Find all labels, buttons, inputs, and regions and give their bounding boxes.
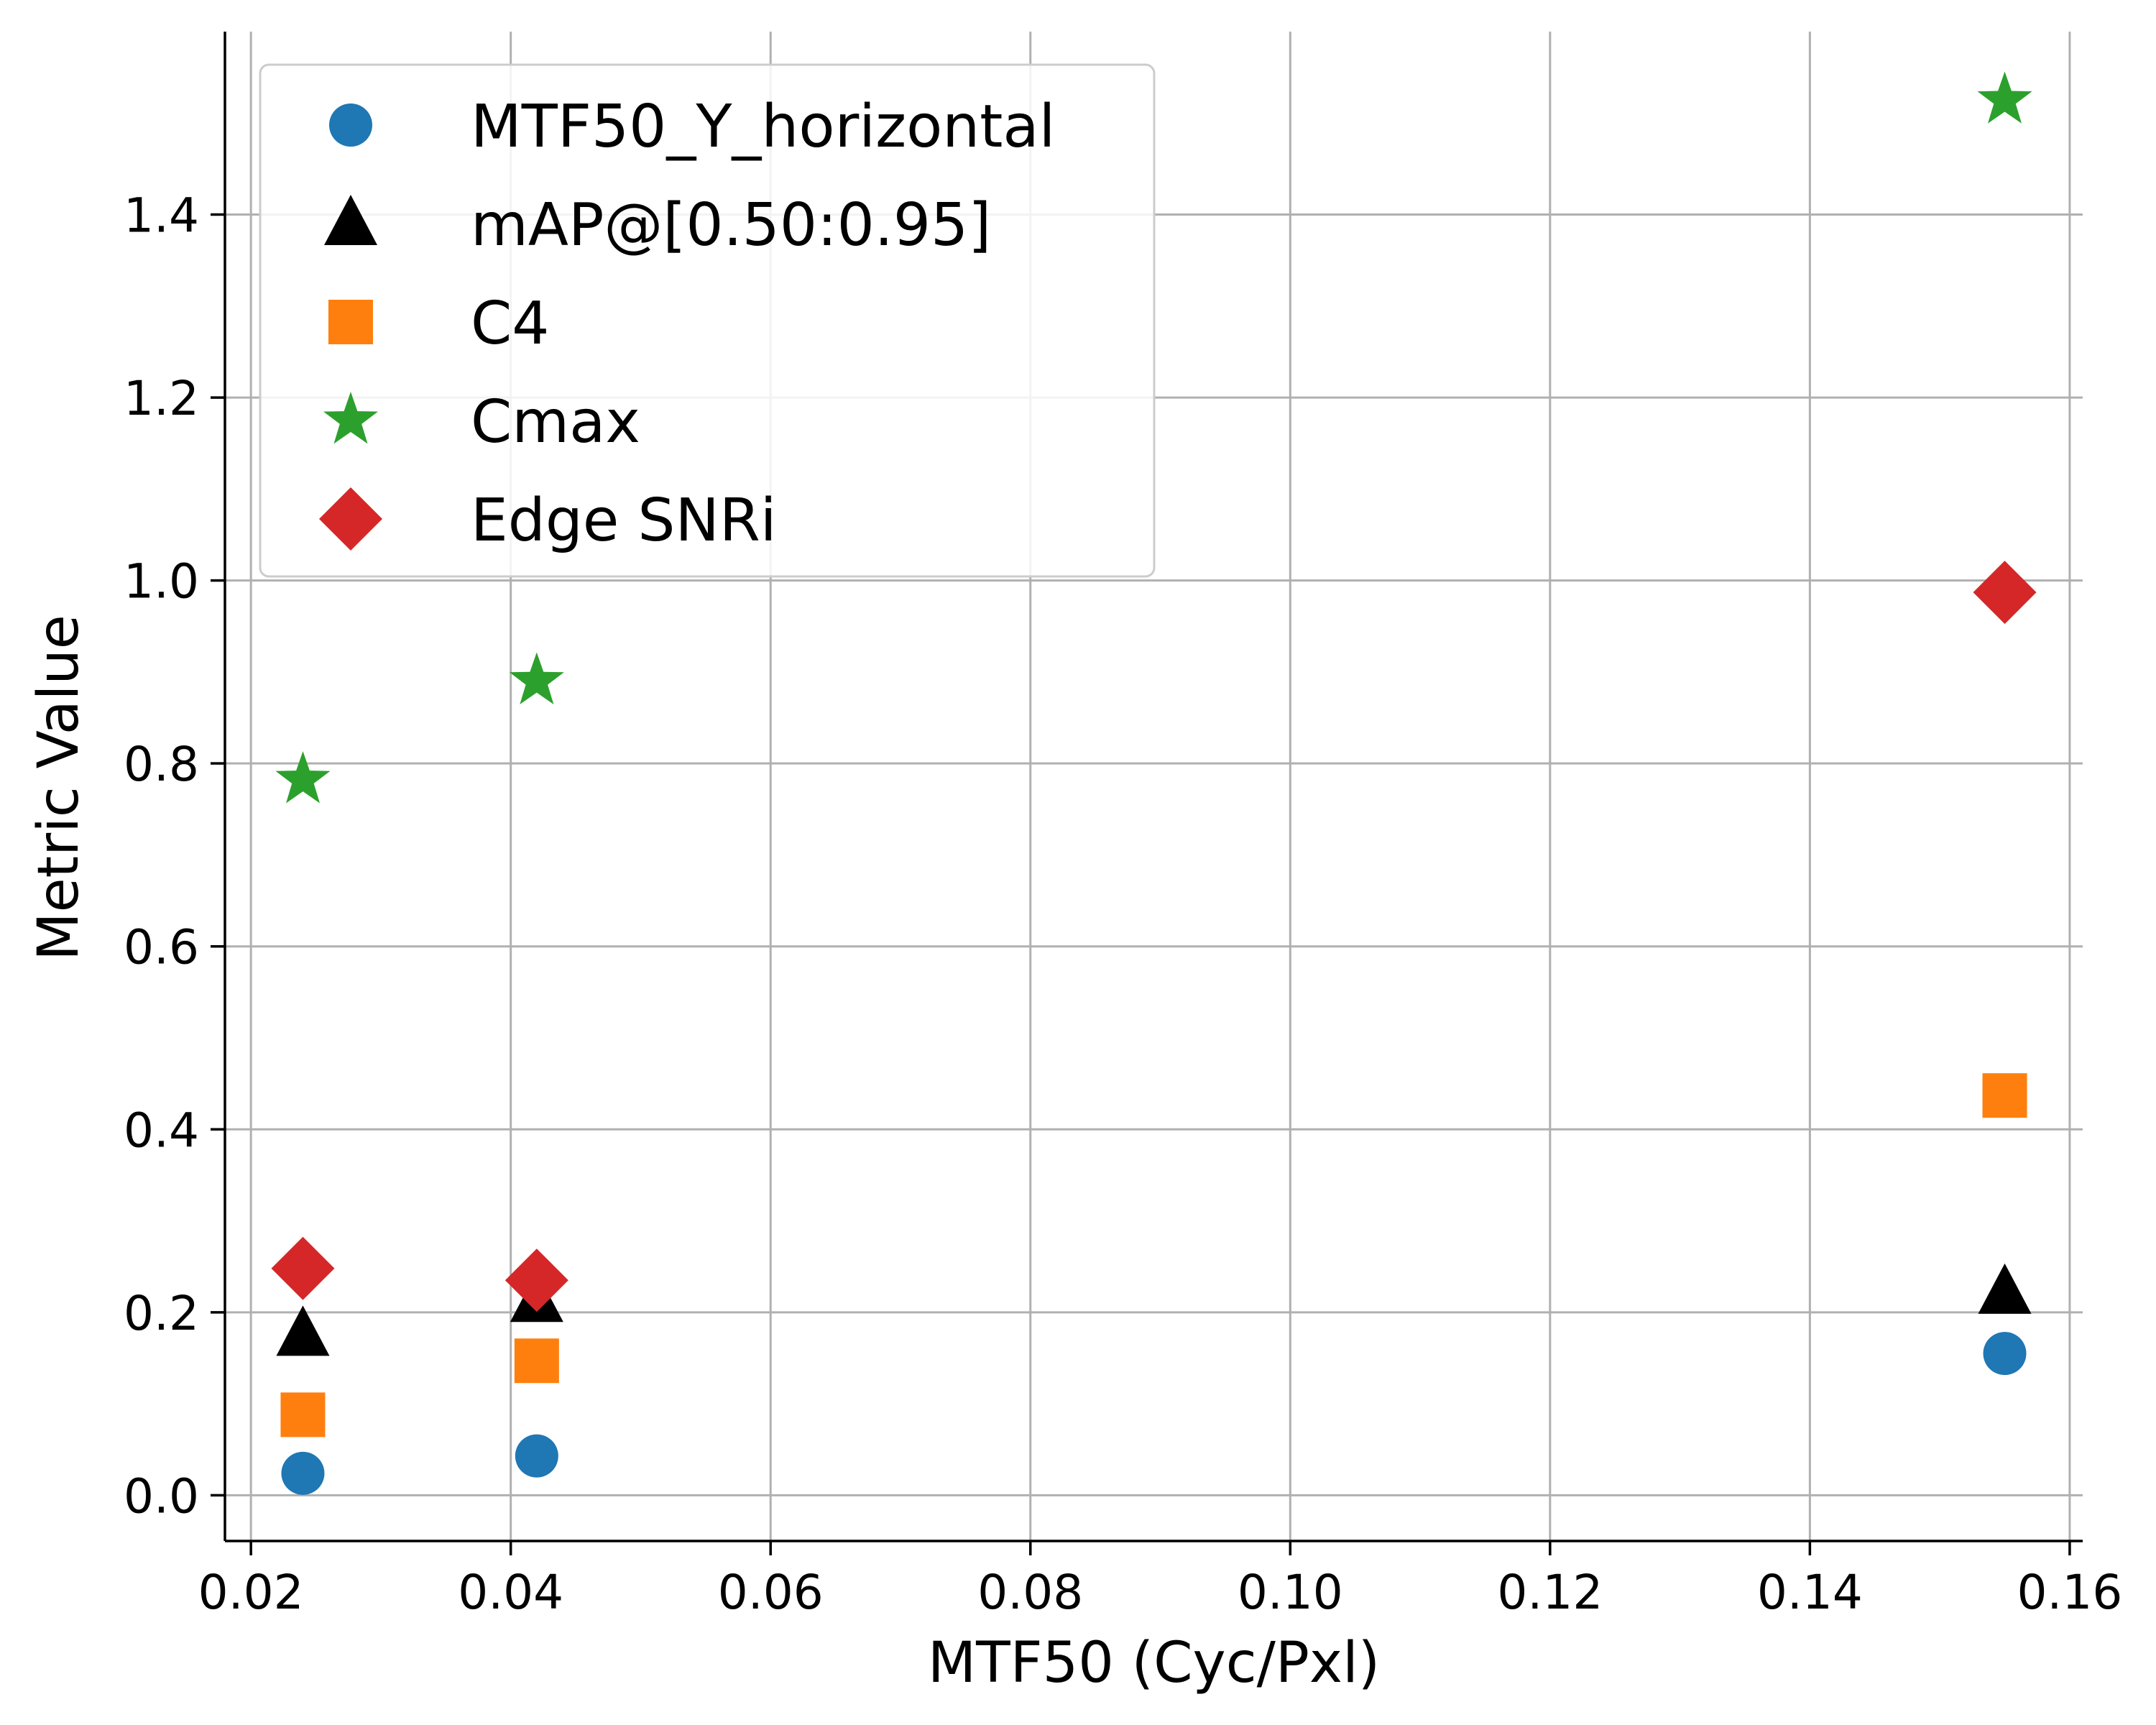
x-tick-label: 0.10 <box>1238 1565 1343 1620</box>
x-axis-title: MTF50 (Cyc/Pxl) <box>928 1631 1380 1696</box>
legend-marker <box>328 300 373 344</box>
data-point-map-0-50-0-95 <box>1978 1263 2032 1314</box>
legend-box <box>259 63 1156 578</box>
legend-label: MTF50_Y_horizontal <box>471 93 1055 161</box>
x-tick-label: 0.16 <box>2017 1565 2122 1620</box>
y-tick-label: 0.2 <box>124 1286 199 1341</box>
y-tick-label: 0.6 <box>124 920 199 975</box>
legend-marker <box>324 195 377 245</box>
data-point-c4 <box>280 1392 326 1438</box>
grid-layer <box>225 32 2083 1541</box>
data-point-c4 <box>1982 1073 2027 1118</box>
y-axis-title: Metric Value <box>27 615 91 960</box>
data-point-c4 <box>514 1338 559 1384</box>
data-point-cmax <box>1977 71 2032 124</box>
y-tick-label: 0.4 <box>124 1103 199 1158</box>
data-point-cmax <box>509 652 564 704</box>
x-tick-label: 0.04 <box>458 1565 563 1620</box>
y-tick-label: 1.4 <box>124 188 199 244</box>
points-layer <box>271 71 2037 1495</box>
data-point-mtf50-y-horizontal <box>1983 1332 2027 1376</box>
data-point-cmax <box>275 751 331 804</box>
legend: MTF50_Y_horizontal mAP@[0.50:0.95] C4 Cmax E… <box>259 63 1156 578</box>
y-tick-label: 1.2 <box>124 371 199 426</box>
y-tick-label: 1.0 <box>124 554 199 610</box>
x-tick-label: 0.02 <box>198 1565 304 1620</box>
x-tick-label: 0.14 <box>1757 1565 1863 1620</box>
y-tick-label: 0.0 <box>124 1468 199 1524</box>
legend-label: Edge SNRi <box>471 487 777 555</box>
data-point-mtf50-y-horizontal <box>281 1451 325 1495</box>
legend-label: Cmax <box>471 388 640 456</box>
data-point-edge-snri <box>505 1248 568 1312</box>
axes-layer <box>224 32 2083 1542</box>
legend-marker <box>319 487 382 551</box>
data-point-edge-snri <box>271 1236 335 1300</box>
data-point-mtf50-y-horizontal <box>515 1434 558 1478</box>
legend-marker <box>323 392 378 444</box>
ticks-layer: 0.02 0.04 0.06 0.08 0.10 0.12 0.14 0.16 0.0 0.2 0.… <box>124 188 2122 1620</box>
x-tick-label: 0.08 <box>977 1565 1083 1620</box>
data-point-edge-snri <box>1973 561 2037 625</box>
y-tick-label: 0.8 <box>124 737 199 792</box>
x-tick-label: 0.06 <box>718 1565 824 1620</box>
x-tick-label: 0.12 <box>1497 1565 1603 1620</box>
legend-marker <box>329 104 372 147</box>
legend-label: C4 <box>471 290 549 358</box>
legend-label: mAP@[0.50:0.95] <box>471 191 991 259</box>
data-point-map-0-50-0-95 <box>276 1305 330 1356</box>
